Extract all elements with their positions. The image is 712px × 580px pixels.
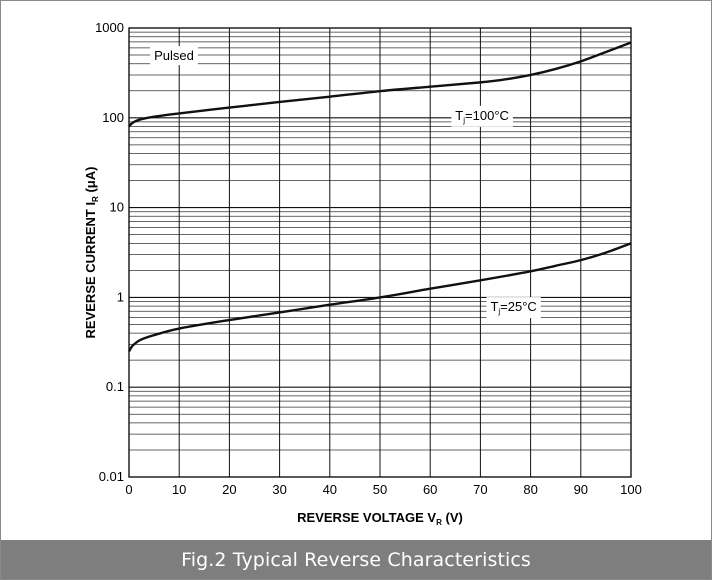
- plot-border: [128, 27, 632, 478]
- series-line-tj-100c: [128, 41, 632, 128]
- svg-text:Tj=100°C: Tj=100°C: [455, 108, 509, 125]
- figure-caption: Fig.2 Typical Reverse Characteristics: [181, 548, 531, 571]
- reverse-characteristics-chart: 0 10 20 30 40 50 60 70 80 90 1000.010.11101001000 …: [83, 20, 642, 527]
- y-tick-label: 0.1: [106, 379, 124, 394]
- y-tick-label: 100: [102, 110, 124, 125]
- series-lines: [127, 41, 632, 353]
- svg-text:Tj=25°C: Tj=25°C: [490, 299, 536, 316]
- tick-labels: 0 10 20 30 40 50 60 70 80 90 100 0.01 0.1 1 10 100 1000: [95, 20, 642, 497]
- y-axis-title: REVERSE CURRENT IR (μA): [83, 167, 100, 339]
- x-tick-label: 30: [272, 482, 286, 497]
- x-tick-label: 10: [172, 482, 186, 497]
- x-tick-label: 60: [423, 482, 437, 497]
- axis-titles: REVERSE VOLTAGE VR (V) REVERSE CURRENT IR…: [83, 167, 463, 527]
- svg-text:Pulsed: Pulsed: [154, 48, 194, 63]
- x-tick-label: 100: [620, 482, 642, 497]
- tj-100c-label: Tj=100°C: [451, 105, 513, 127]
- x-tick-label: 0: [125, 482, 132, 497]
- x-tick-label: 50: [373, 482, 387, 497]
- y-tick-label: 10: [110, 200, 124, 215]
- pulsed-label: Pulsed: [150, 46, 198, 66]
- x-tick-label: 20: [222, 482, 236, 497]
- grid: [128, 27, 632, 478]
- y-tick-label: 1: [117, 289, 124, 304]
- annotations: Pulsed Tj=100°C Tj=25°C: [150, 46, 541, 319]
- y-tick-label: 1000: [95, 20, 124, 35]
- x-axis-title: REVERSE VOLTAGE VR (V): [297, 510, 463, 527]
- tj-25c-label: Tj=25°C: [486, 297, 541, 319]
- series-line-tj-25c: [127, 242, 632, 353]
- x-tick-label: 80: [523, 482, 537, 497]
- y-tick-label: 0.01: [99, 469, 124, 484]
- caption-bar: Fig.2 Typical Reverse Characteristics: [1, 540, 711, 579]
- x-tick-label: 90: [574, 482, 588, 497]
- x-tick-label: 70: [473, 482, 487, 497]
- x-tick-label: 40: [323, 482, 337, 497]
